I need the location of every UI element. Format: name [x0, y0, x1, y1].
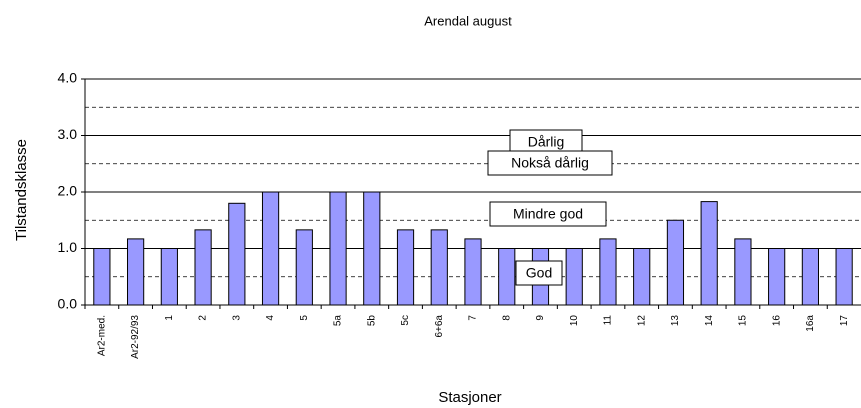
x-tick-label: Ar2-med. — [97, 315, 108, 356]
annotation-box — [489, 201, 607, 227]
annotation: God — [526, 265, 552, 281]
x-tick-label: 6+6a — [434, 315, 445, 338]
x-tick-label: 3 — [231, 315, 242, 321]
annotation: Nokså dårlig — [511, 155, 589, 171]
x-tick-label: 16a — [805, 315, 816, 332]
bar — [93, 248, 111, 306]
x-axis-title: Stasjoner — [438, 389, 501, 406]
x-tick-label: 7 — [468, 315, 479, 321]
bar — [228, 202, 246, 306]
bar — [633, 248, 651, 306]
x-tick-label: 1 — [164, 315, 175, 321]
x-tick-label: Ar2-92/93 — [130, 315, 141, 359]
bar — [768, 248, 786, 306]
bar — [295, 229, 313, 306]
annotation: Mindre god — [513, 206, 583, 222]
x-tick-label: 5b — [366, 315, 377, 327]
bar — [329, 191, 347, 306]
bar — [127, 238, 145, 306]
bar — [160, 248, 178, 306]
y-axis-title: Tilstandsklasse — [13, 139, 30, 241]
annotation: Dårlig — [528, 134, 565, 150]
annotation-box — [509, 129, 583, 155]
y-tick-label: 2.0 — [58, 183, 78, 199]
bar — [666, 219, 685, 306]
chart-title: Arendal august — [424, 13, 512, 28]
y-tick-label: 0.0 — [58, 296, 78, 312]
bar — [599, 238, 617, 306]
y-tick-label: 1.0 — [58, 239, 78, 255]
x-tick-label: 16 — [771, 315, 782, 327]
x-tick-label: 14 — [704, 315, 715, 327]
y-tick-label: 4.0 — [58, 70, 78, 86]
x-tick-label: 9 — [535, 315, 546, 321]
bar — [396, 229, 415, 306]
x-tick-label: 12 — [636, 315, 647, 327]
bar — [363, 191, 381, 306]
bar — [194, 229, 212, 306]
annotation-box — [487, 150, 613, 176]
bar — [835, 248, 853, 306]
x-tick-label: 17 — [839, 315, 850, 327]
bar — [801, 248, 819, 306]
x-tick-label: 4 — [265, 315, 276, 321]
bar — [261, 191, 280, 306]
bar — [464, 238, 482, 306]
x-tick-label: 5c — [400, 315, 411, 326]
x-tick-label: 15 — [738, 315, 749, 327]
bar — [565, 248, 583, 306]
x-tick-label: 5 — [299, 315, 310, 321]
bar — [430, 229, 448, 306]
bar — [700, 201, 718, 306]
annotation-box — [515, 260, 563, 286]
x-tick-label: 8 — [501, 315, 512, 321]
x-tick-label: 2 — [198, 315, 209, 321]
x-tick-label: 11 — [603, 315, 614, 326]
x-tick-label: 10 — [569, 315, 580, 327]
y-tick-label: 3.0 — [58, 126, 78, 142]
bar — [734, 238, 752, 306]
x-tick-label: 13 — [670, 315, 681, 327]
bar — [498, 248, 516, 306]
x-tick-label: 5a — [333, 315, 344, 327]
